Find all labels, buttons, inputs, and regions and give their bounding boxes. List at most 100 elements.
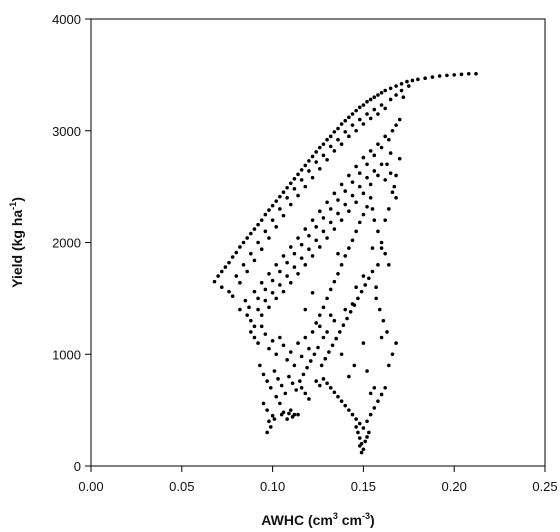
scatter-point	[292, 187, 297, 191]
scatter-point	[270, 339, 275, 343]
scatter-point	[347, 246, 351, 250]
scatter-point	[276, 377, 280, 381]
scatter-point	[390, 128, 395, 133]
scatter-point	[278, 401, 282, 406]
scatter-point	[328, 385, 333, 390]
scatter-point	[354, 128, 358, 133]
y-tick-label: 3000	[52, 124, 81, 139]
scatter-point	[350, 123, 355, 127]
scatter-point	[294, 388, 299, 392]
scatter-point	[361, 155, 366, 160]
scatter-point	[267, 346, 271, 351]
scatter-point	[278, 283, 282, 287]
scatter-point	[265, 408, 269, 412]
scatter-point	[325, 137, 329, 142]
scatter-point	[227, 260, 231, 265]
scatter-point	[332, 227, 337, 231]
scatter-point	[328, 287, 333, 292]
scatter-point	[388, 97, 393, 102]
scatter-point	[299, 178, 304, 182]
scatter-point	[379, 145, 384, 150]
scatter-point	[299, 168, 304, 172]
scatter-point	[368, 97, 373, 102]
scatter-point	[336, 126, 340, 131]
scatter-point	[347, 173, 351, 178]
scatter-point	[365, 435, 369, 439]
scatter-point	[372, 153, 377, 158]
scatter-point	[227, 289, 231, 294]
scatter-point	[388, 171, 393, 176]
scatter-point	[263, 298, 268, 303]
scatter-point	[328, 144, 333, 149]
scatter-point	[361, 212, 366, 217]
scatter-point	[234, 250, 239, 255]
scatter-point	[270, 290, 275, 295]
scatter-point	[278, 335, 282, 340]
scatter-point	[350, 112, 355, 116]
scatter-point	[267, 208, 271, 212]
scatter-point	[379, 103, 384, 107]
scatter-point	[278, 269, 282, 274]
scatter-point	[394, 93, 398, 97]
scatter-point	[399, 82, 404, 86]
scatter-point	[328, 313, 333, 317]
scatter-point	[298, 379, 302, 383]
scatter-point	[356, 296, 360, 301]
scatter-point	[310, 330, 315, 334]
scatter-point	[343, 118, 348, 123]
scatter-point	[336, 394, 340, 399]
scatter-point	[407, 84, 411, 88]
scatter-point	[336, 211, 340, 216]
scatter-point	[321, 216, 326, 220]
scatter-point	[365, 99, 369, 104]
scatter-point	[350, 302, 355, 306]
scatter-point	[430, 75, 435, 79]
scatter-point	[347, 209, 351, 214]
scatter-point	[387, 137, 391, 142]
scatter-point	[263, 229, 268, 234]
scatter-point	[238, 245, 242, 249]
scatter-point	[361, 122, 366, 126]
scatter-point	[241, 240, 246, 245]
scatter-point	[332, 279, 337, 284]
scatter-point	[354, 229, 358, 234]
scatter-point	[252, 335, 257, 340]
scatter-point	[270, 413, 275, 418]
scatter-point	[307, 247, 311, 252]
scatter-point	[301, 372, 306, 377]
scatter-point	[265, 379, 269, 383]
x-tick-label: 0.20	[442, 479, 467, 494]
scatter-point	[256, 307, 260, 312]
scatter-point	[252, 324, 257, 329]
scatter-point	[339, 352, 344, 357]
scatter-point	[285, 196, 289, 200]
scatter-point	[303, 391, 308, 396]
scatter-point	[350, 180, 355, 184]
scatter-point	[474, 71, 478, 76]
y-axis-ticks: 0 1000 2000 3000 4000	[52, 12, 91, 474]
scatter-point	[392, 184, 397, 189]
scatter-point	[307, 169, 311, 173]
scatter-point	[376, 173, 380, 178]
scatter-point	[459, 72, 464, 77]
scatter-point	[381, 318, 386, 323]
scatter-point	[367, 430, 371, 435]
x-tick-label: 0.25	[532, 479, 557, 494]
scatter-point	[397, 156, 402, 161]
scatter-point	[283, 391, 288, 396]
scatter-point	[314, 160, 318, 164]
scatter-point	[394, 341, 398, 345]
scatter-point	[347, 374, 351, 379]
scatter-point	[361, 274, 366, 278]
scatter-point	[343, 202, 348, 207]
scatter-point	[243, 298, 248, 303]
scatter-point	[314, 150, 318, 154]
scatter-point	[281, 190, 286, 195]
scatter-point	[272, 369, 277, 373]
scatter-point	[339, 182, 344, 187]
scatter-point	[288, 181, 293, 186]
scatter-point	[388, 86, 393, 91]
x-tick-label: 0.05	[169, 479, 194, 494]
scatter-point	[334, 336, 338, 341]
scatter-point	[267, 271, 271, 276]
